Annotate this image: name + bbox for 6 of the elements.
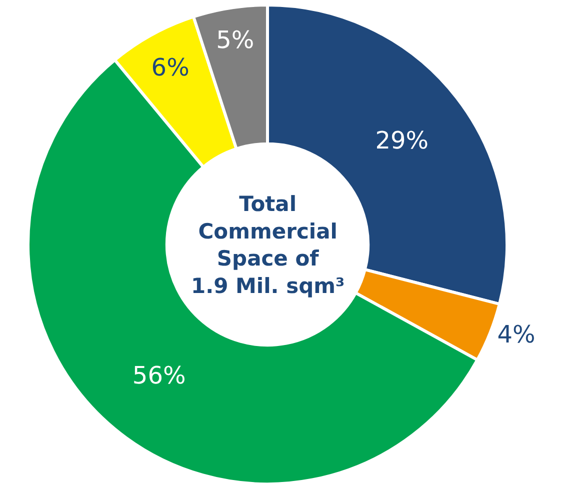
text: Total Commercial Space of 1.9 Mil. sqm³	[191, 192, 345, 298]
data-label: 4%	[497, 320, 536, 349]
data-label: 29%	[375, 126, 429, 154]
data-label: 6%	[151, 54, 190, 82]
data-label: 56%	[132, 362, 186, 390]
data-label: 5%	[216, 26, 254, 54]
